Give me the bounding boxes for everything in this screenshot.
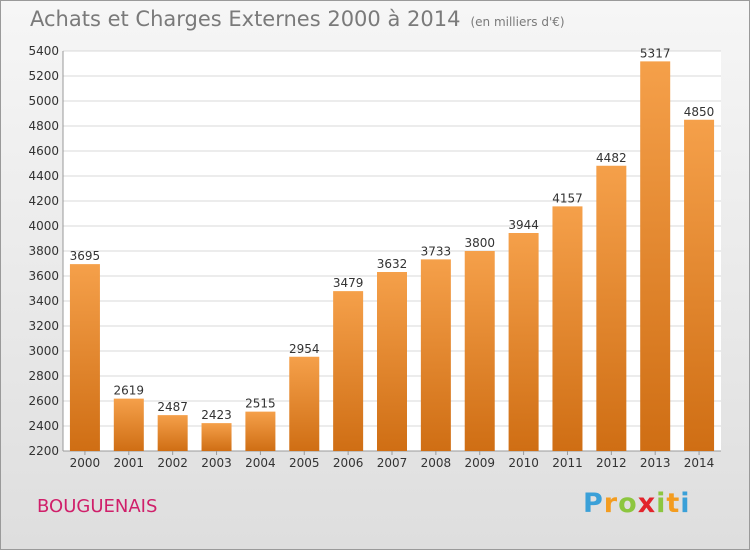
- bar-2009: [464, 251, 495, 451]
- bar-2002: [157, 415, 188, 451]
- logo-letter: P: [583, 488, 604, 519]
- bar-2003: [201, 423, 232, 451]
- bar-2001: [113, 398, 144, 451]
- title-text: Achats et Charges Externes 2000 à 2014: [30, 7, 461, 31]
- logo-letter: o: [618, 488, 638, 519]
- y-tick-label: 2400: [28, 419, 59, 433]
- bar-2008: [420, 259, 451, 451]
- x-tick-label: 2004: [245, 456, 276, 470]
- y-tick-label: 3200: [28, 319, 59, 333]
- data-label: 2954: [289, 342, 320, 356]
- chart-subtitle: (en milliers d'€): [470, 15, 565, 29]
- bars: [69, 61, 715, 451]
- y-tick-label: 5400: [28, 44, 59, 58]
- x-tick-label: 2001: [114, 456, 145, 470]
- x-tick-label: 2006: [333, 456, 364, 470]
- x-tick-label: 2010: [508, 456, 539, 470]
- x-tick-label: 2005: [289, 456, 320, 470]
- bar-2006: [333, 291, 364, 451]
- bar-2013: [640, 61, 671, 451]
- data-label: 5317: [640, 46, 671, 60]
- bar-2014: [684, 119, 715, 451]
- bar-2011: [552, 206, 583, 451]
- data-label: 2619: [114, 384, 145, 398]
- bar-2012: [596, 165, 627, 451]
- y-tick-label: 5000: [28, 94, 59, 108]
- y-tick-label: 2800: [28, 369, 59, 383]
- data-label: 3632: [377, 257, 408, 271]
- data-label: 4482: [596, 151, 627, 165]
- y-tick-label: 3400: [28, 294, 59, 308]
- data-label: 3695: [70, 249, 101, 263]
- data-label: 4157: [552, 191, 583, 205]
- logo-letter: r: [603, 488, 619, 519]
- x-tick-label: 2000: [70, 456, 101, 470]
- y-tick-label: 3000: [28, 344, 59, 358]
- chart-title: Achats et Charges Externes 2000 à 2014 (e…: [30, 7, 565, 31]
- y-tick-label: 3600: [28, 269, 59, 283]
- x-tick-label: 2013: [640, 456, 671, 470]
- x-tick-label: 2009: [464, 456, 495, 470]
- bar-2004: [245, 411, 276, 451]
- y-tick-label: 4200: [28, 194, 59, 208]
- data-label: 4850: [684, 105, 715, 119]
- data-labels: 3695 2619 2487 2423 2515 2954 3479 3632 3733 3800…: [70, 46, 715, 422]
- y-axis-ticks: 2200 2400 2600 2800 3000 3200 3400 3600 3800 4000…: [28, 44, 59, 458]
- bar-2005: [289, 356, 320, 451]
- proxiti-logo: Proxiti: [583, 488, 691, 519]
- x-tick-label: 2008: [421, 456, 452, 470]
- y-tick-label: 4400: [28, 169, 59, 183]
- x-axis-ticks: 2000 2001 2002 2003 2004 2005 2006 2007 2008 2009…: [70, 451, 715, 470]
- y-tick-label: 4800: [28, 119, 59, 133]
- bar-2010: [508, 233, 539, 451]
- bar-2000: [69, 264, 100, 451]
- logo-letter: i: [656, 488, 667, 519]
- y-tick-label: 4000: [28, 219, 59, 233]
- data-label: 3733: [421, 244, 452, 258]
- data-label: 3800: [464, 236, 495, 250]
- logo-letter: t: [666, 488, 681, 519]
- y-tick-label: 2600: [28, 394, 59, 408]
- city-name: BOUGUENAIS: [37, 496, 158, 517]
- y-tick-label: 5200: [28, 69, 59, 83]
- y-tick-label: 2200: [28, 444, 59, 458]
- data-label: 2515: [245, 397, 276, 411]
- x-tick-label: 2014: [684, 456, 715, 470]
- x-tick-label: 2007: [377, 456, 408, 470]
- logo-letter: x: [637, 488, 657, 519]
- bar-2007: [377, 272, 407, 451]
- data-label: 2487: [157, 400, 188, 414]
- x-tick-label: 2002: [157, 456, 188, 470]
- x-tick-label: 2003: [201, 456, 232, 470]
- x-tick-label: 2012: [596, 456, 627, 470]
- y-tick-label: 4600: [28, 144, 59, 158]
- y-tick-label: 3800: [28, 244, 59, 258]
- data-label: 3944: [508, 218, 539, 232]
- logo-letter: i: [680, 488, 691, 519]
- x-tick-label: 2011: [552, 456, 583, 470]
- data-label: 2423: [201, 408, 232, 422]
- data-label: 3479: [333, 276, 364, 290]
